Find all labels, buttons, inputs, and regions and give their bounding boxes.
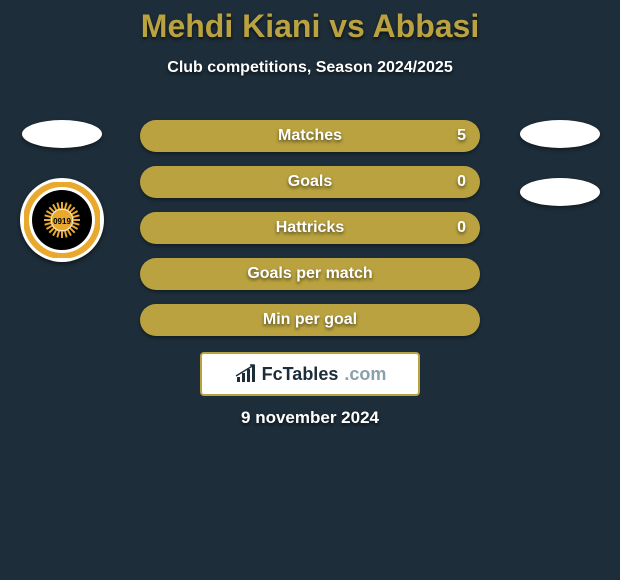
subtitle: Club competitions, Season 2024/2025	[0, 59, 620, 77]
stat-bar: Goals 0	[140, 166, 480, 198]
stat-bar: Min per goal	[140, 304, 480, 336]
player-b-avatar-placeholder	[520, 120, 600, 148]
stat-bar-label: Matches	[278, 127, 342, 145]
club-badge-text: 0919	[53, 217, 71, 226]
stat-bar-value: 0	[457, 219, 466, 237]
stat-bar: Matches 5	[140, 120, 480, 152]
stat-bars: Matches 5 Goals 0 Hattricks 0 Goals per match M…	[140, 120, 480, 336]
stat-bar-value: 0	[457, 173, 466, 191]
stat-bar: Hattricks 0	[140, 212, 480, 244]
player-a-club-badge: 0919	[20, 178, 104, 262]
bar-chart-icon	[234, 363, 256, 385]
player-a-name: Mehdi Kiani	[141, 8, 321, 44]
right-player-column	[520, 120, 600, 206]
comparison-card: Mehdi Kiani vs Abbasi Club competitions,…	[0, 0, 620, 580]
stat-bar-label: Goals per match	[247, 265, 372, 283]
stat-bar-label: Min per goal	[263, 311, 357, 329]
player-a-avatar-placeholder	[22, 120, 102, 148]
logo-text-main: FcTables	[262, 364, 339, 385]
fctables-logo-box: FcTables.com	[200, 352, 420, 396]
player-b-name: Abbasi	[373, 8, 480, 44]
date-caption: 9 november 2024	[0, 408, 620, 428]
vs-word: vs	[329, 8, 365, 44]
logo-text-tld: .com	[344, 364, 386, 385]
stat-bar-value: 5	[457, 127, 466, 145]
club-badge-icon: 0919	[24, 182, 100, 258]
left-player-column: 0919	[20, 120, 104, 262]
player-b-club-placeholder	[520, 178, 600, 206]
stat-bar-label: Goals	[288, 173, 332, 191]
stat-bar-label: Hattricks	[276, 219, 344, 237]
page-title: Mehdi Kiani vs Abbasi	[0, 0, 620, 45]
stat-bar: Goals per match	[140, 258, 480, 290]
